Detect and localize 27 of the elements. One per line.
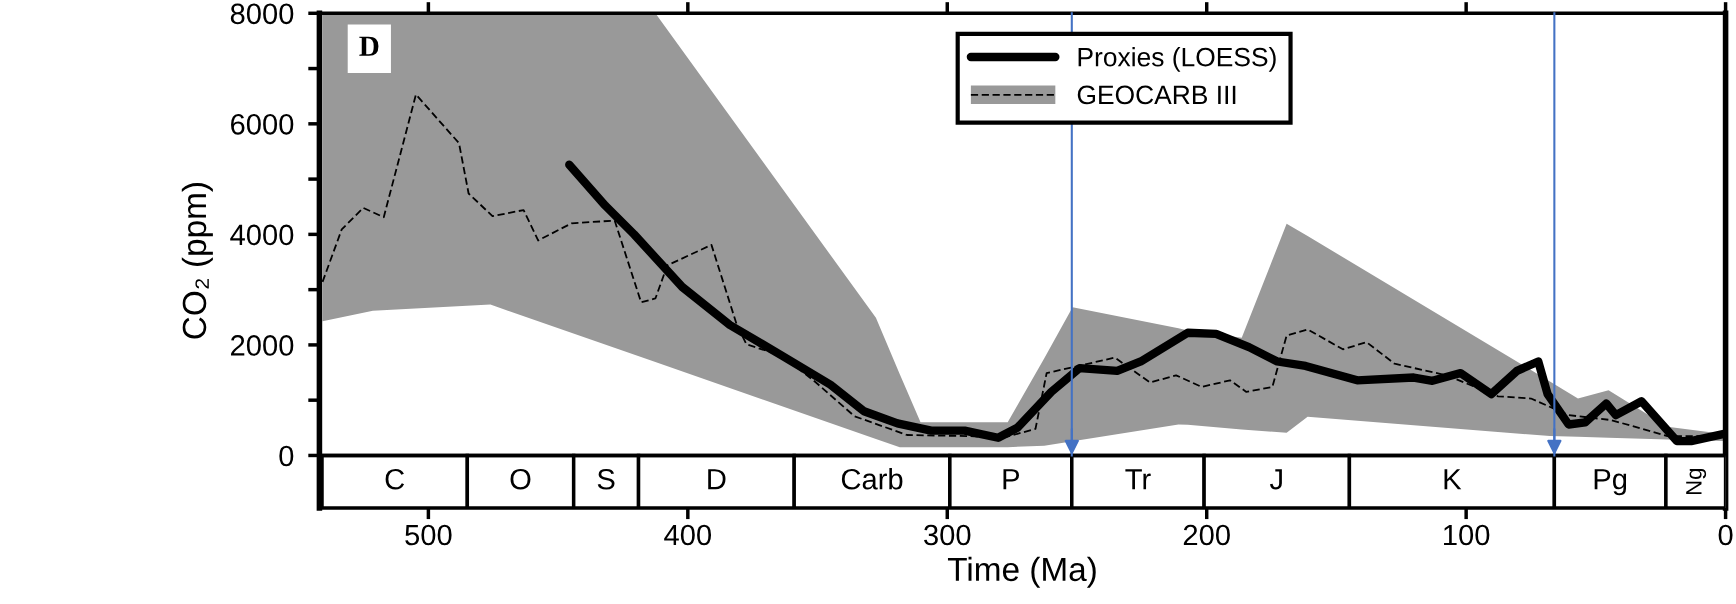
band-label: S — [597, 468, 615, 490]
x-tick-label: 200 — [1183, 524, 1230, 546]
band-label: K — [1444, 469, 1462, 490]
x-axis-title: Time (Ma) — [947, 556, 1096, 588]
y-tick-label: 4000 — [230, 224, 294, 246]
y-tick-label: 6000 — [231, 114, 294, 135]
band-label: J — [1269, 469, 1282, 490]
x-tick-label: 100 — [1444, 524, 1490, 546]
y-tick-label: 8000 — [230, 3, 294, 25]
band-label: Tr — [1125, 469, 1151, 490]
y-tick-label: 2000 — [231, 335, 294, 356]
band-label: C — [385, 468, 405, 490]
band-label: Pg — [1594, 469, 1627, 496]
y-tick-label: 0 — [279, 445, 294, 467]
x-tick-label: 500 — [405, 524, 452, 546]
annotation: D — [359, 36, 379, 56]
band-label: D — [708, 469, 726, 490]
x-tick-label: 400 — [664, 524, 712, 546]
band-label: Ng — [1686, 468, 1707, 495]
y-axis-title: CO₂ (ppm) — [181, 183, 213, 339]
legend-label: Proxies (LOESS) — [1078, 47, 1276, 72]
legend-label: GEOCARB III — [1077, 85, 1236, 105]
x-tick-label: 300 — [924, 524, 971, 546]
band-label: O — [510, 468, 531, 490]
x-tick-label: 0 — [1718, 524, 1733, 546]
band-label: Carb — [841, 468, 903, 490]
band-label: P — [1003, 469, 1020, 490]
